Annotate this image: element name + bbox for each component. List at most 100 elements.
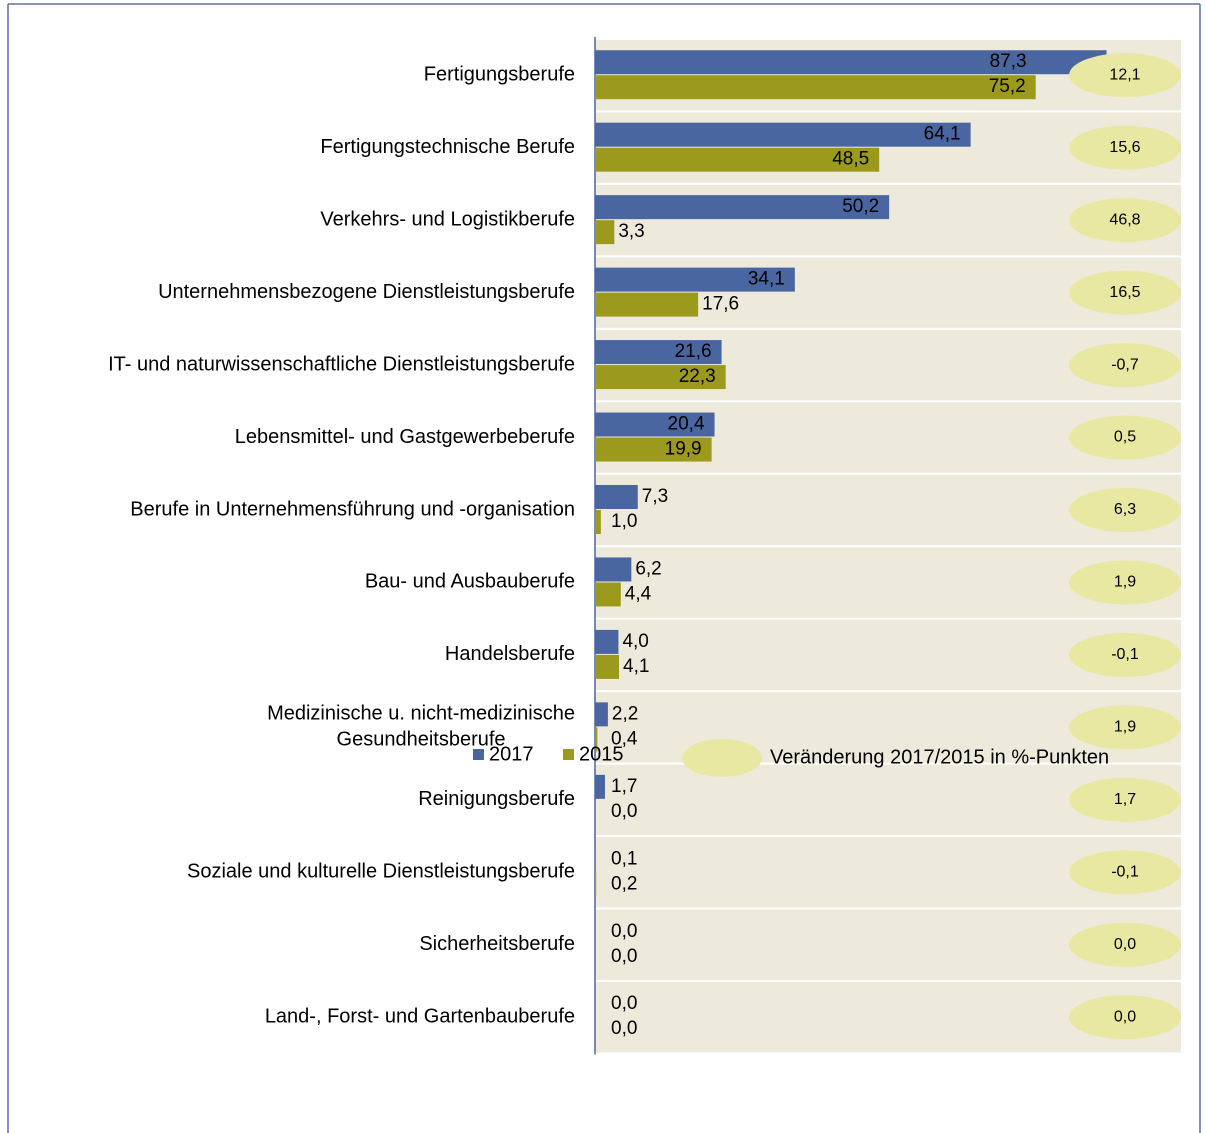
change-label: 1,7 [1114, 791, 1136, 808]
bar [595, 727, 598, 752]
change-marker [1069, 995, 1181, 1040]
category-label: Sicherheitsberufe [419, 933, 575, 955]
change-marker [1069, 487, 1181, 532]
value-label: 87,3 [990, 51, 1027, 72]
value-label: 3,3 [618, 221, 644, 242]
value-label: 48,5 [832, 149, 869, 170]
bar [595, 267, 795, 292]
bar [595, 629, 619, 654]
value-label: 7,3 [642, 486, 668, 507]
change-marker [1069, 415, 1181, 460]
bar [595, 484, 638, 509]
change-marker [1069, 777, 1181, 822]
change-label: 1,9 [1114, 574, 1136, 591]
change-label: 6,3 [1114, 501, 1136, 518]
change-marker [1069, 922, 1181, 967]
category-label: Unternehmensbezogene Dienstleistungsberu… [158, 281, 575, 303]
category-label: Soziale und kulturelle Dienstleistungsbe… [187, 861, 575, 883]
bar [595, 292, 699, 317]
bar [595, 75, 1036, 100]
bar [595, 220, 615, 245]
value-label: 0,2 [611, 873, 637, 894]
change-label: 16,5 [1109, 284, 1140, 301]
bar [595, 654, 620, 679]
bar [595, 774, 605, 799]
value-label: 1,7 [611, 776, 637, 797]
category-label: Reinigungsberufe [418, 788, 575, 810]
value-label: 4,1 [623, 656, 649, 677]
value-label: 64,1 [924, 124, 961, 145]
value-label: 6,2 [635, 558, 661, 579]
legend-swatch [473, 749, 484, 760]
legend-label: 2017 [489, 743, 534, 765]
legend-label: Veränderung 2017/2015 in %-Punkten [770, 746, 1109, 768]
change-marker [1069, 632, 1181, 677]
bar [595, 582, 621, 607]
value-label: 34,1 [748, 269, 785, 290]
value-label: 50,2 [842, 196, 879, 217]
value-label: 0,0 [611, 801, 637, 822]
category-label: Bau- und Ausbauberufe [365, 571, 575, 593]
value-label: 0,0 [611, 946, 637, 967]
bar [595, 147, 880, 172]
value-label: 19,9 [665, 439, 702, 460]
category-label: IT- und naturwissenschaftliche Dienstlei… [108, 353, 575, 375]
change-label: 46,8 [1109, 211, 1140, 228]
change-marker [1069, 705, 1181, 750]
category-label: Lebensmittel- und Gastgewerbeberufe [235, 426, 575, 448]
change-marker [1069, 343, 1181, 388]
legend-label: 2015 [579, 743, 624, 765]
change-label: 0,0 [1114, 1008, 1136, 1025]
legend-swatch [682, 739, 762, 777]
change-label: -0,1 [1111, 864, 1139, 881]
value-label: 22,3 [679, 366, 716, 387]
bar [595, 365, 726, 390]
value-label: 0,0 [611, 1018, 637, 1039]
change-label: 0,5 [1114, 429, 1136, 446]
bar [595, 50, 1107, 75]
value-label: 0,0 [611, 993, 637, 1014]
value-label: 20,4 [668, 414, 705, 435]
change-marker [1069, 125, 1181, 170]
change-label: -0,7 [1111, 356, 1139, 373]
change-label: 12,1 [1109, 66, 1140, 83]
change-marker [1069, 53, 1181, 98]
change-label: 0,0 [1114, 936, 1136, 953]
bar [595, 437, 712, 462]
value-label: 1,0 [611, 511, 637, 532]
bar [595, 557, 632, 582]
value-label: 4,4 [625, 583, 652, 604]
category-label: Land-, Forst- und Gartenbauberufe [265, 1005, 575, 1027]
value-label: 4,0 [622, 631, 648, 652]
category-label: Fertigungsberufe [424, 64, 575, 86]
change-marker [1069, 270, 1181, 315]
value-label: 75,2 [989, 76, 1026, 97]
change-marker [1069, 198, 1181, 243]
change-label: 15,6 [1109, 139, 1140, 156]
category-label-line: Gesundheitsberufe [337, 729, 506, 751]
bar [595, 702, 608, 727]
legend-swatch [563, 749, 574, 760]
bar [595, 847, 596, 872]
category-label-line: Medizinische u. nicht-medizinische [267, 703, 575, 725]
bar [595, 122, 971, 147]
category-label: Fertigungstechnische Berufe [320, 136, 575, 158]
value-label: 0,0 [611, 921, 637, 942]
value-label: 0,1 [611, 848, 637, 869]
bar [595, 412, 715, 437]
change-marker [1069, 560, 1181, 605]
change-label: -0,1 [1111, 646, 1139, 663]
value-label: 2,2 [612, 703, 638, 724]
bar [595, 872, 597, 897]
category-label: Medizinische u. nicht-medizinische Gesund… [267, 703, 575, 751]
change-label: 1,9 [1114, 719, 1136, 736]
bar [595, 340, 722, 365]
category-label: Verkehrs- und Logistikberufe [320, 208, 575, 230]
bar [595, 195, 890, 220]
value-label: 21,6 [675, 341, 712, 362]
value-label: 17,6 [702, 294, 739, 315]
change-marker [1069, 850, 1181, 895]
value-label: 0,4 [611, 728, 638, 749]
